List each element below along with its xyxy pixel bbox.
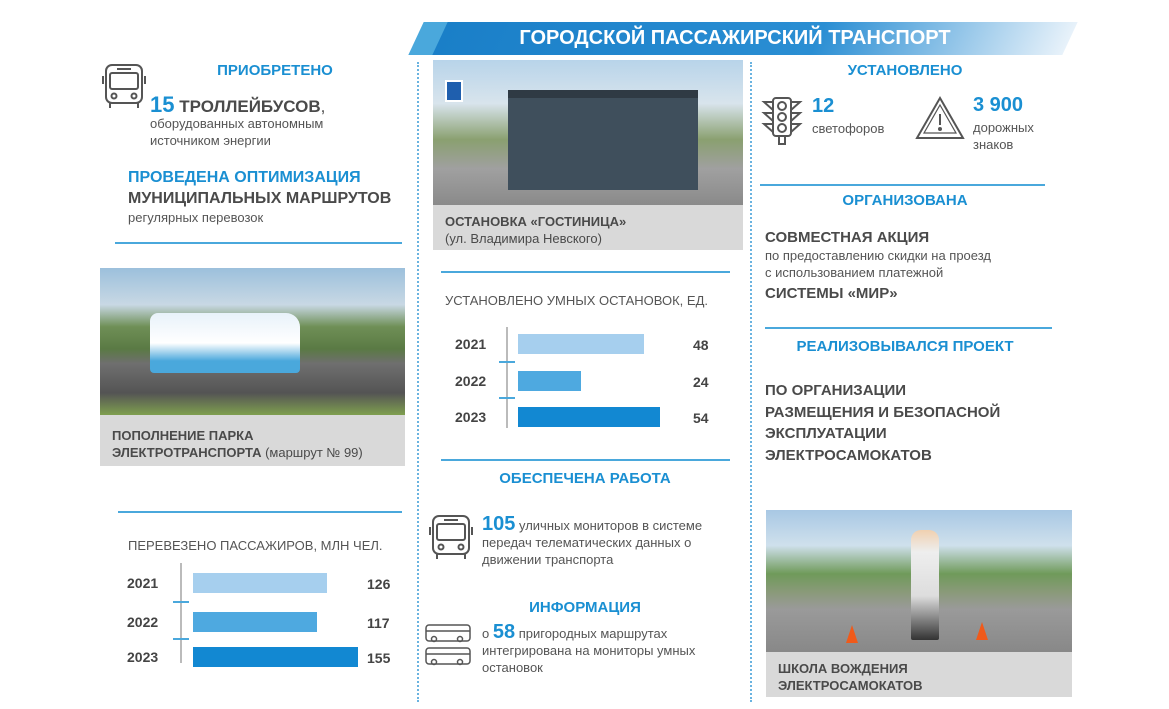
chart-category-label: 2022 bbox=[455, 373, 487, 389]
comma: , bbox=[320, 97, 326, 116]
joint-action-desc: по предоставлению скидки на проезд с исп… bbox=[765, 247, 991, 281]
chart-category-label: 2022 bbox=[127, 614, 159, 630]
chart-value-label: 126 bbox=[367, 576, 391, 592]
caption-bold: ОСТАНОВКА «ГОСТИНИЦА» bbox=[445, 214, 627, 229]
chart-tick bbox=[499, 360, 515, 363]
double-bus-icon bbox=[425, 624, 471, 666]
caption-rest: (ул. Владимира Невского) bbox=[445, 231, 602, 246]
chart-bar bbox=[193, 647, 358, 667]
warning-sign-icon bbox=[915, 95, 965, 139]
chart-category-label: 2021 bbox=[455, 336, 487, 352]
traffic-lights-number: 12 bbox=[812, 95, 835, 117]
mir-system: СИСТЕМЫ «МИР» bbox=[765, 285, 898, 302]
passengers-chart-title: ПЕРЕВЕЗЕНО ПАССАЖИРОВ, МЛН ЧЕЛ. bbox=[128, 538, 383, 553]
divider bbox=[765, 327, 1052, 329]
chart-tick bbox=[173, 600, 189, 603]
label-line: знаков bbox=[973, 137, 1014, 152]
info-stat: о 58 пригородных маршрутах интегрирована… bbox=[482, 621, 702, 676]
work-heading: ОБЕСПЕЧЕНА РАБОТА bbox=[499, 470, 671, 487]
desc-line: источником энергии bbox=[150, 133, 271, 148]
chart-value-label: 48 bbox=[693, 337, 709, 353]
info-number: 58 bbox=[492, 621, 516, 643]
bus-stop-photo-caption: ОСТАНОВКА «ГОСТИНИЦА» (ул. Владимира Нев… bbox=[433, 205, 743, 250]
info-prefix: о bbox=[482, 626, 493, 641]
road-signs-number: 3 900 bbox=[973, 94, 1024, 116]
traffic-light-icon bbox=[761, 97, 803, 145]
bus-stop-shelter bbox=[508, 90, 698, 190]
chart-bar bbox=[518, 407, 660, 427]
column-divider bbox=[750, 62, 752, 702]
divider bbox=[441, 459, 730, 461]
chart-bar bbox=[518, 334, 644, 354]
project-line: РАЗМЕЩЕНИЯ И БЕЗОПАСНОЙ bbox=[765, 403, 1001, 421]
acquired-heading: ПРИОБРЕТЕНО bbox=[217, 62, 333, 79]
trolleybus-stat: 15 ТРОЛЛЕЙБУСОВ, bbox=[150, 92, 325, 118]
scooter-school-photo bbox=[766, 510, 1072, 652]
optimization-heading: ПРОВЕДЕНА ОПТИМИЗАЦИЯ bbox=[128, 169, 361, 186]
installed-heading: УСТАНОВЛЕНО bbox=[847, 62, 963, 79]
trolleybus-shape bbox=[150, 313, 300, 373]
traffic-lights-label: светофоров bbox=[812, 121, 885, 136]
project-line: ЭЛЕКТРОСАМОКАТОВ bbox=[765, 446, 932, 464]
chart-value-label: 117 bbox=[367, 615, 390, 631]
chart-value-label: 155 bbox=[367, 650, 391, 666]
divider bbox=[118, 511, 402, 513]
trolleybus-number: 15 bbox=[150, 92, 175, 117]
monitors-text: уличных мониторов в системе передач теле… bbox=[482, 518, 703, 567]
scooter-school-caption: ШКОЛА ВОЖДЕНИЯ ЭЛЕКТРОСАМОКАТОВ bbox=[766, 652, 1072, 697]
desc-line: по предоставлению скидки на проезд bbox=[765, 248, 991, 263]
caption-rest: (маршрут № 99) bbox=[261, 445, 363, 460]
trolleybus-photo bbox=[100, 268, 405, 415]
chart-category-label: 2023 bbox=[127, 649, 159, 665]
desc-line: с использованием платежной bbox=[765, 265, 944, 280]
smart-stops-chart-title: УСТАНОВЛЕНО УМНЫХ ОСТАНОВОК, ЕД. bbox=[445, 293, 708, 308]
monitors-stat: 105 уличных мониторов в системе передач … bbox=[482, 513, 732, 568]
page-title: ГОРОДСКОЙ ПАССАЖИРСКИЙ ТРАНСПОРТ bbox=[519, 27, 951, 49]
bus-icon bbox=[102, 64, 146, 108]
scooter-rider bbox=[911, 530, 939, 640]
bus-icon bbox=[429, 515, 473, 559]
info-text: пригородных маршрутах интегрирована на м… bbox=[482, 626, 696, 675]
caption-bold: ПОПОЛНЕНИЕ ПАРКА ЭЛЕКТРОТРАНСПОРТА bbox=[112, 428, 262, 460]
divider bbox=[115, 242, 402, 244]
road-signs-label: дорожных знаков bbox=[973, 119, 1034, 153]
trolleybus-photo-caption: ПОПОЛНЕНИЕ ПАРКА ЭЛЕКТРОТРАНСПОРТА (марш… bbox=[100, 415, 405, 466]
organized-heading: ОРГАНИЗОВАНА bbox=[842, 192, 968, 209]
chart-bar bbox=[518, 371, 581, 391]
project-line: ПО ОРГАНИЗАЦИИ bbox=[765, 382, 907, 399]
chart-axis bbox=[506, 327, 508, 428]
bus-stop-photo bbox=[433, 60, 743, 205]
divider bbox=[760, 184, 1045, 186]
bus-stop-sign bbox=[445, 80, 463, 102]
desc-line: оборудованных автономным bbox=[150, 116, 324, 131]
chart-value-label: 54 bbox=[693, 410, 709, 426]
column-divider bbox=[417, 62, 419, 702]
chart-axis bbox=[180, 563, 182, 663]
project-line: ЭКСПЛУАТАЦИИ bbox=[765, 425, 887, 442]
monitors-number: 105 bbox=[482, 513, 516, 535]
info-heading: ИНФОРМАЦИЯ bbox=[529, 599, 641, 616]
chart-value-label: 24 bbox=[693, 374, 709, 390]
chart-tick bbox=[499, 397, 515, 399]
traffic-cone bbox=[846, 625, 858, 643]
project-desc: ПО ОРГАНИЗАЦИИ РАЗМЕЩЕНИЯ И БЕЗОПАСНОЙ Э… bbox=[765, 380, 1000, 466]
trolleybus-desc: оборудованных автономным источником энер… bbox=[150, 115, 323, 149]
optimization-sub: регулярных перевозок bbox=[128, 210, 264, 225]
trolleybus-label: ТРОЛЛЕЙБУСОВ bbox=[179, 97, 321, 116]
project-heading: РЕАЛИЗОВЫВАЛСЯ ПРОЕКТ bbox=[796, 338, 1014, 355]
label-line: дорожных bbox=[973, 120, 1034, 135]
divider bbox=[441, 271, 730, 273]
traffic-cone bbox=[976, 622, 988, 640]
optimization-main: МУНИЦИПАЛЬНЫХ МАРШРУТОВ bbox=[128, 190, 392, 207]
chart-tick bbox=[173, 637, 189, 640]
chart-category-label: 2021 bbox=[127, 575, 159, 591]
joint-action-title: СОВМЕСТНАЯ АКЦИЯ bbox=[765, 229, 930, 246]
chart-bar bbox=[193, 612, 318, 632]
chart-category-label: 2023 bbox=[455, 409, 487, 425]
chart-bar bbox=[193, 573, 327, 593]
